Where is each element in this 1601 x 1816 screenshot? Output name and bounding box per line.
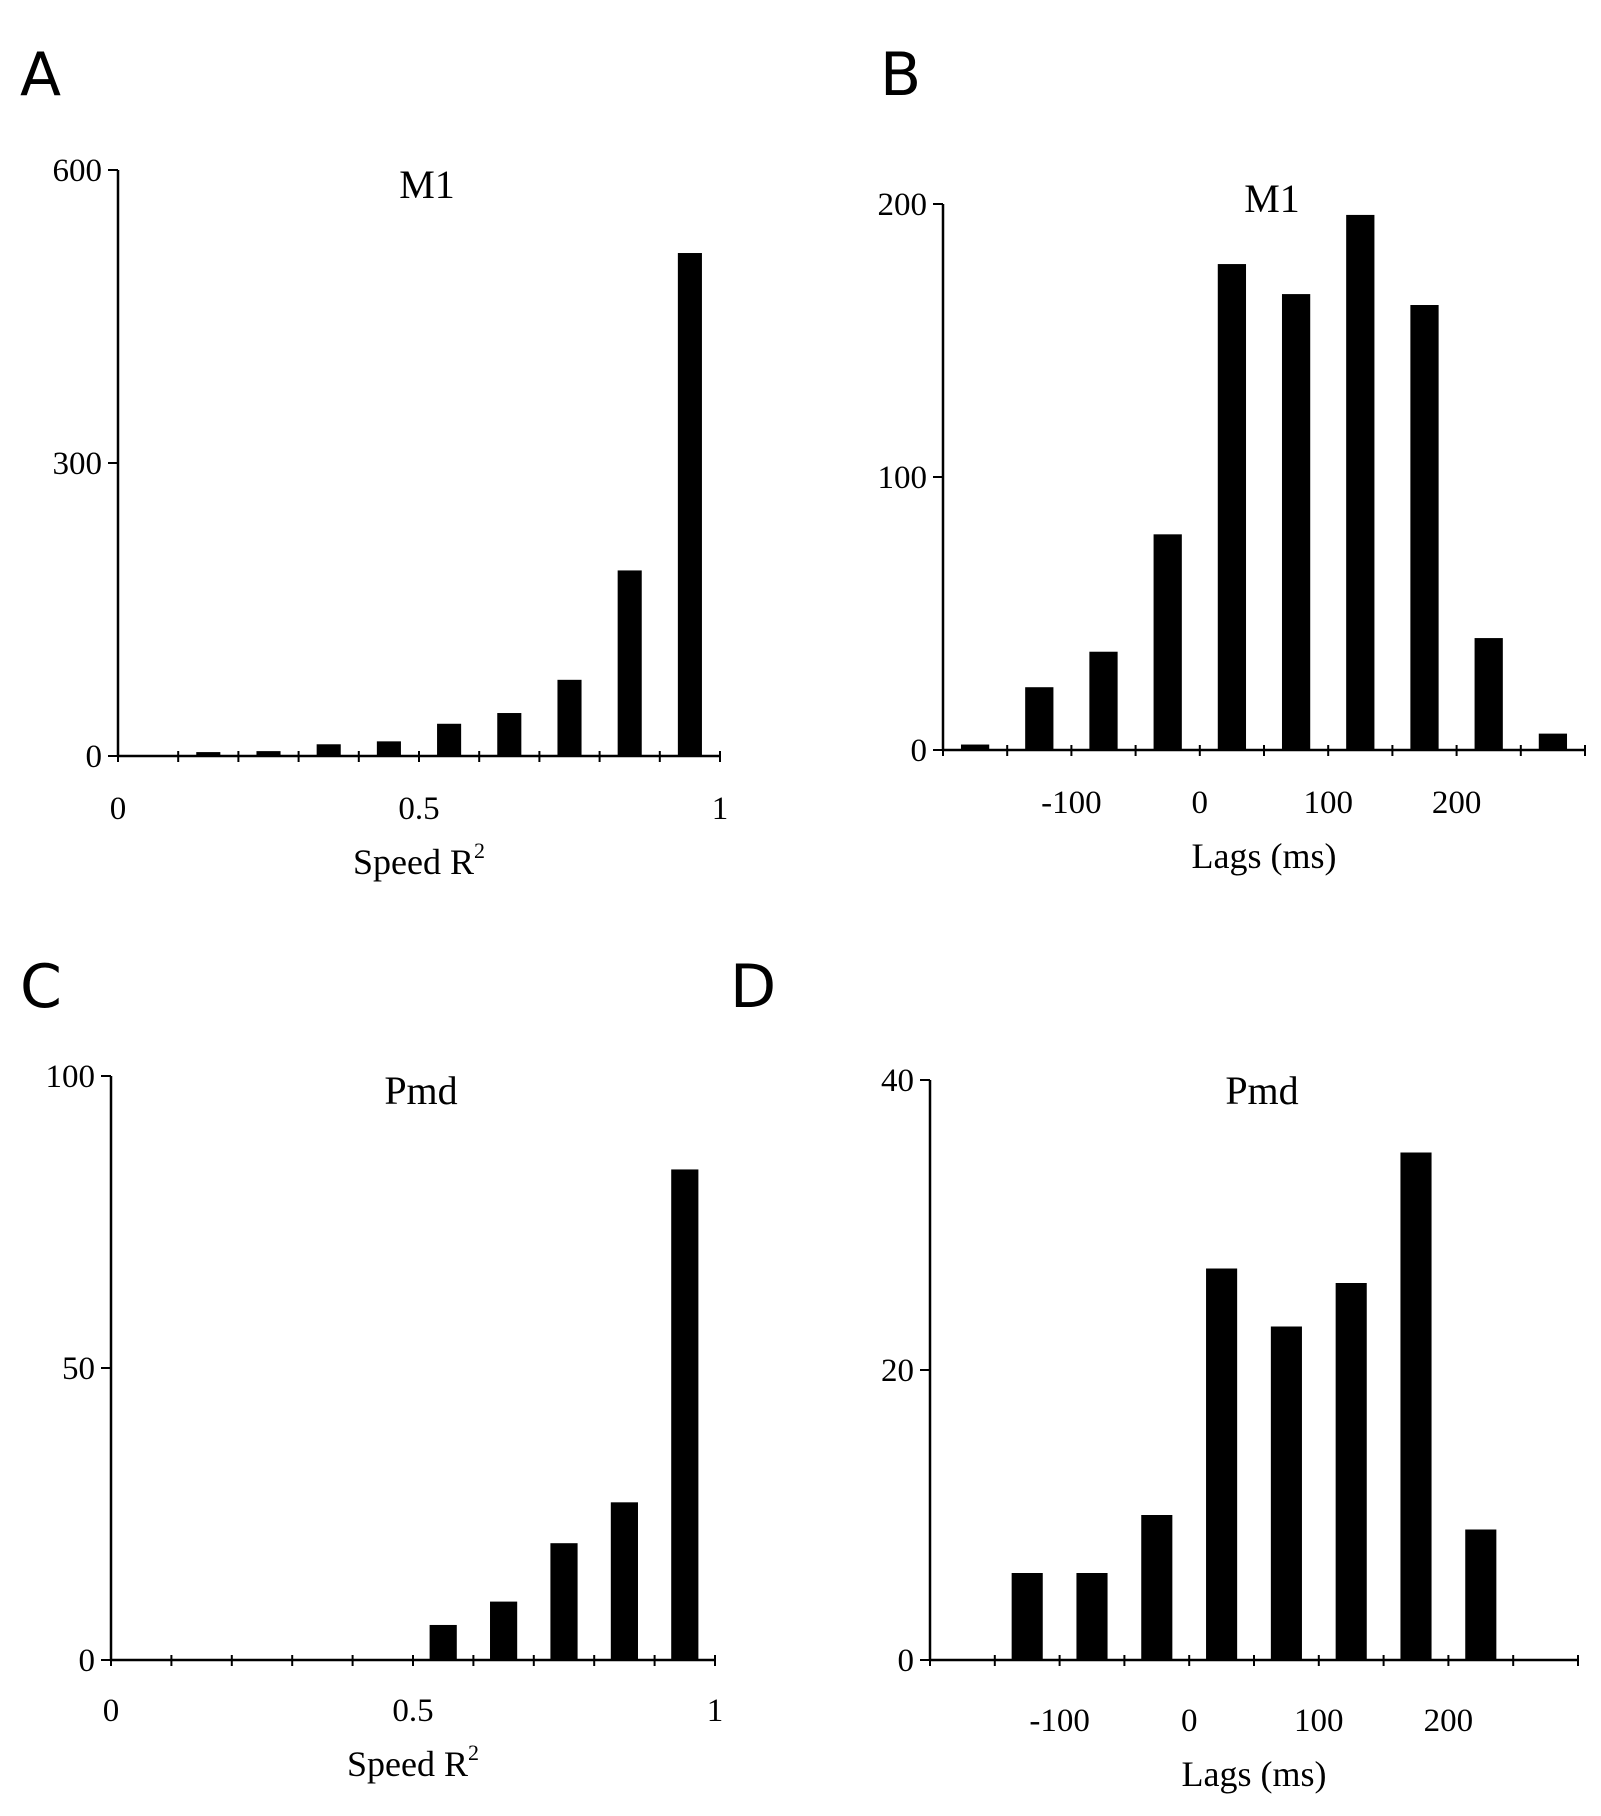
bar [1410,305,1439,750]
x-tick-label: 200 [1424,1703,1474,1739]
bar [256,751,281,756]
bar [1217,264,1247,750]
x-tick-label: 100 [1294,1703,1344,1739]
y-tick-label: 20 [881,1353,914,1389]
panel-c: C Pmd 0 0.5 1 0 50 100 Speed R2 [20,952,723,1784]
x-tick-label: 0 [1192,785,1209,821]
bar [960,744,990,750]
bar [1400,1152,1432,1660]
x-tick-label: -100 [1029,1703,1090,1739]
panel-letter: C [20,952,62,1022]
bar [1011,1573,1043,1660]
bar [550,1543,578,1660]
bar [316,744,341,756]
chart-title: Pmd [384,1068,457,1113]
x-tick-label: 200 [1432,785,1482,821]
x-axis-label: Lags (ms) [1192,836,1337,876]
bar [497,713,522,756]
x-axis-label-superscript: 2 [468,1740,479,1765]
y-tick-label: 0 [911,733,928,769]
bar [1474,638,1503,750]
chart-title: Pmd [1225,1068,1298,1113]
y-tick-label: 300 [53,446,103,482]
bar [617,570,642,756]
y-tick-label: 600 [53,153,103,189]
bar [1141,1515,1173,1660]
chart-title: M1 [1244,176,1300,221]
panel-a: A M1 0 0.5 1 0 300 600 Speed R2 [20,40,728,882]
bar [1346,214,1375,751]
x-tick-label: 1 [707,1693,724,1729]
x-tick-label: 1 [712,791,729,827]
x-axis-label: Speed R2 [347,1740,479,1784]
y-tick-label: 0 [898,1643,915,1679]
bar [490,1601,518,1660]
bar [196,752,221,756]
bar [429,1624,457,1660]
bar [1206,1268,1238,1660]
x-axis-label-superscript: 2 [474,838,485,863]
bar [1076,1573,1108,1660]
bar [376,741,401,756]
panel-b: B M1 -100 0 100 200 0 100 200 Lags (ms) [878,40,1586,876]
x-tick-label: 0.5 [392,1693,433,1729]
bar [1153,534,1182,750]
y-tick-label: 0 [79,1643,96,1679]
bar [557,679,582,756]
x-tick-label: -100 [1041,785,1102,821]
chart-title: M1 [399,162,455,207]
y-tick-label: 50 [62,1351,95,1387]
x-axis-label: Lags (ms) [1182,1754,1327,1794]
bar [610,1502,638,1660]
y-tick-label: 200 [878,187,928,223]
panel-letter: D [730,952,776,1022]
panel-letter: A [20,40,61,110]
bar [671,1169,699,1660]
bar [437,723,462,756]
bar [1465,1529,1497,1660]
x-tick-label: 0 [103,1693,120,1729]
panel-letter: B [880,40,921,110]
x-tick-label: 0.5 [398,791,439,827]
bar [1270,1326,1302,1660]
y-tick-label: 100 [46,1059,96,1095]
x-tick-label: 0 [1181,1703,1198,1739]
bar [1089,651,1118,750]
x-tick-label: 100 [1303,785,1353,821]
panel-d: D Pmd -100 0 100 200 0 20 40 Lags (ms) [730,952,1579,1794]
bar [1025,687,1054,750]
y-tick-label: 100 [878,460,928,496]
bar [1335,1283,1367,1660]
bar [1538,733,1568,750]
bar [1281,294,1311,750]
x-tick-label: 0 [110,791,127,827]
bar [677,253,702,756]
y-tick-label: 40 [881,1063,914,1099]
y-tick-label: 0 [86,739,103,775]
x-axis-label: Speed R2 [353,838,485,882]
